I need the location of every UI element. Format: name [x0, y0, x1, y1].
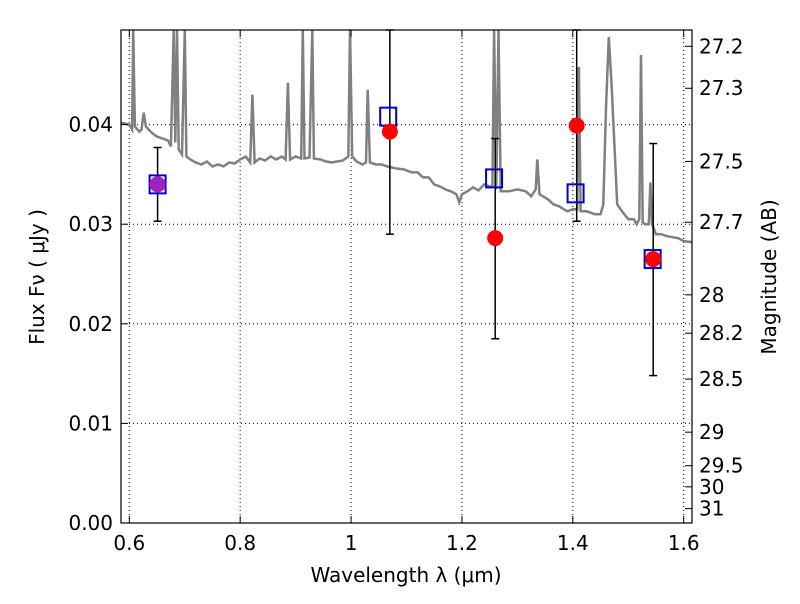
plot-frame [120, 29, 693, 524]
right-tick-label: 30 [699, 475, 724, 499]
y-tick-label: 0.02 [68, 312, 113, 336]
square-marker [379, 106, 398, 127]
x-tick-label: 1.4 [557, 531, 589, 555]
right-tick-label: 27.3 [699, 76, 744, 100]
right-tick-label: 28 [699, 283, 724, 307]
right-tick-label: 27.7 [699, 210, 744, 234]
circle-marker [568, 117, 585, 134]
x-tick-label: 1.6 [668, 531, 700, 555]
right-tick-label: 29.5 [699, 454, 744, 478]
y-tick-label: 0.04 [68, 113, 113, 137]
overlap-marker [149, 176, 166, 193]
data-markers [148, 106, 662, 270]
square-marker [566, 183, 585, 204]
circle-marker [487, 230, 504, 247]
y-tick-label: 0.00 [68, 511, 113, 535]
x-tick-label: 0.6 [113, 531, 145, 555]
y-tick-label: 0.03 [68, 212, 113, 236]
right-axis-label: Magnitude (AB) [757, 199, 781, 354]
x-tick-label: 1.2 [446, 531, 478, 555]
right-tick-label: 27.2 [699, 34, 744, 58]
x-tick-label: 1 [345, 531, 358, 555]
right-tick-label: 31 [699, 497, 724, 521]
circle-marker [645, 251, 662, 268]
model-spectrum [121, 30, 692, 244]
right-tick-label: 28.5 [699, 367, 744, 391]
axes [120, 29, 693, 524]
y-axis-label: Flux Fν ( μJy ) [25, 209, 49, 345]
x-axis-label: Wavelength λ (μm) [310, 563, 501, 587]
y-tick-label: 0.01 [68, 411, 113, 435]
right-tick-label: 29 [699, 420, 724, 444]
circle-marker [381, 123, 398, 140]
model-spectrum-line [121, 30, 692, 244]
square-marker [485, 168, 504, 189]
ticks: 0.6 0.8 1 1.2 1.4 1.6 0.00 0.01 0.02 0.03 0.04 27.2… [68, 30, 744, 555]
right-tick-label: 27.5 [699, 149, 744, 173]
right-tick-label: 28.2 [699, 321, 744, 345]
x-tick-label: 0.8 [224, 531, 256, 555]
